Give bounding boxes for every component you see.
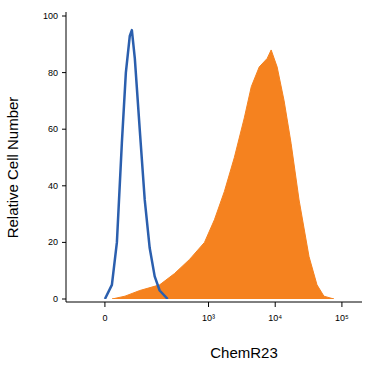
y-tick-label: 0: [53, 294, 58, 304]
y-axis-label: Relative Cell Number: [4, 97, 21, 239]
y-axis: [66, 12, 67, 302]
plot-area: [105, 30, 334, 299]
y-tick: [62, 185, 66, 186]
x-tick: [275, 302, 276, 307]
x-tick-label: 10⁴: [268, 313, 282, 323]
x-tick-label: 0: [102, 313, 107, 323]
x-tick: [208, 302, 209, 307]
y-tick-label: 80: [48, 68, 58, 78]
y-tick: [62, 242, 66, 243]
x-tick: [104, 302, 105, 307]
y-tick-label: 60: [48, 124, 58, 134]
x-tick: [341, 302, 342, 307]
x-axis: [66, 302, 362, 303]
histogram-line: [105, 30, 168, 299]
y-tick: [62, 16, 66, 17]
y-tick: [62, 129, 66, 130]
x-tick-label: 10⁵: [335, 313, 349, 323]
y-tick: [62, 299, 66, 300]
histogram-area: [112, 50, 334, 299]
y-tick-label: 40: [48, 181, 58, 191]
x-tick-label: 10³: [202, 313, 215, 323]
y-tick-label: 20: [48, 237, 58, 247]
chart: 0 20 40 60 80 100 0 10³ 10⁴ 10⁵ ChemR23 Relative Ce…: [0, 0, 370, 372]
y-tick-label: 100: [43, 11, 58, 21]
x-axis-label: ChemR23: [210, 344, 278, 361]
y-tick: [62, 72, 66, 73]
